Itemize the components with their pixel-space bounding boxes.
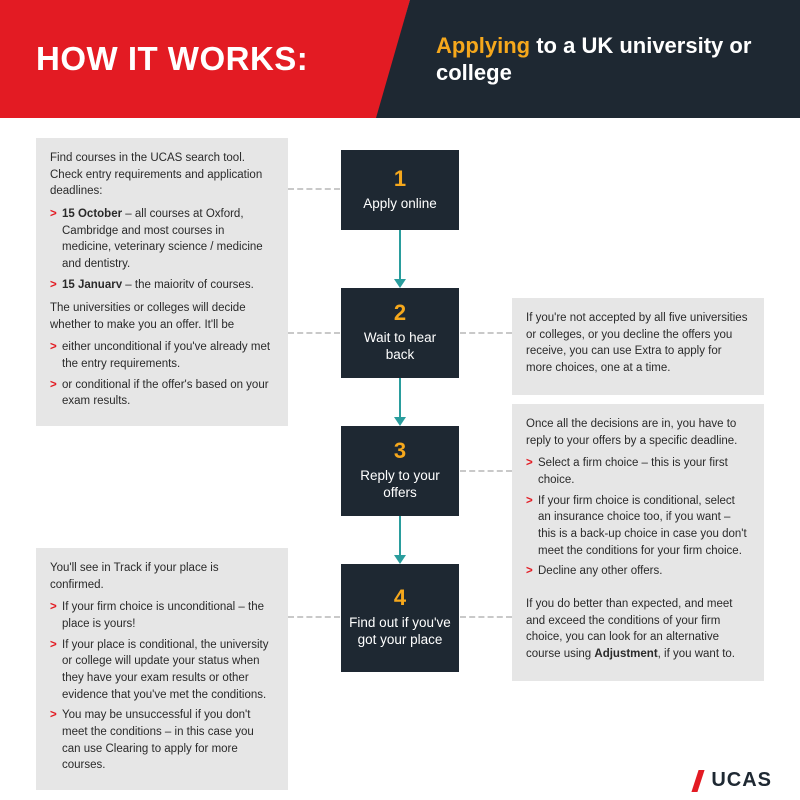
info-step2-left: The universities or colleges will decide…: [36, 288, 288, 426]
step-4-label: Find out if you've got your place: [349, 615, 451, 649]
step-3-num: 3: [394, 438, 406, 464]
info-step3-right: Once all the decisions are in, you have …: [512, 404, 764, 596]
step-1: 1 Apply online: [341, 150, 459, 230]
dash-1-left: [288, 188, 340, 190]
step-4-num: 4: [394, 585, 406, 611]
dash-2-left: [288, 332, 340, 334]
info4r-text: If you do better than expected, and meet…: [526, 596, 750, 663]
dash-2-right: [460, 332, 512, 334]
info4-bullet2: If your place is conditional, the univer…: [50, 637, 274, 704]
info-step4-left: You'll see in Track if your place is con…: [36, 548, 288, 790]
logo-text: UCAS: [711, 769, 772, 792]
step-3-label: Reply to your offers: [349, 468, 451, 502]
header-black-panel: Applying to a UK university or college: [376, 0, 800, 118]
ucas-logo: UCAS: [695, 769, 772, 792]
info2r-text: If you're not accepted by all five unive…: [526, 310, 750, 377]
step-2-num: 2: [394, 300, 406, 326]
info3r-bullet3: Decline any other offers.: [526, 563, 750, 580]
logo-slash-icon: [692, 770, 705, 792]
dash-3-right: [460, 470, 512, 472]
arrow-3-4: [399, 516, 401, 556]
info1-intro: Find courses in the UCAS search tool. Ch…: [50, 150, 274, 200]
info4-intro: You'll see in Track if your place is con…: [50, 560, 274, 593]
dash-4-right: [460, 616, 512, 618]
dash-4-left: [288, 616, 340, 618]
info3r-bullet2: If your firm choice is conditional, sele…: [526, 493, 750, 560]
step-1-num: 1: [394, 166, 406, 192]
info2-bullet1: either unconditional if you've already m…: [50, 339, 274, 372]
header-title: HOW IT WORKS:: [36, 40, 308, 78]
step-2: 2 Wait to hear back: [341, 288, 459, 378]
step-4: 4 Find out if you've got your place: [341, 564, 459, 672]
header: HOW IT WORKS: Applying to a UK universit…: [0, 0, 800, 118]
step-3: 3 Reply to your offers: [341, 426, 459, 516]
info2-bullet2: or conditional if the offer's based on y…: [50, 377, 274, 410]
content: 1 Apply online 2 Wait to hear back 3 Rep…: [0, 118, 800, 758]
info-step1-left: Find courses in the UCAS search tool. Ch…: [36, 138, 288, 309]
info-step2-right: If you're not accepted by all five unive…: [512, 298, 764, 395]
info1-bullet1: 15 October – all courses at Oxford, Camb…: [50, 206, 274, 273]
info3r-bullet1: Select a firm choice – this is your firs…: [526, 455, 750, 488]
step-1-label: Apply online: [363, 196, 437, 213]
info2-intro: The universities or colleges will decide…: [50, 300, 274, 333]
header-subtitle: Applying to a UK university or college: [436, 32, 800, 87]
header-red-panel: HOW IT WORKS:: [0, 0, 410, 118]
arrow-2-3: [399, 378, 401, 418]
info4-bullet1: If your firm choice is unconditional – t…: [50, 599, 274, 632]
info4-bullet3: You may be unsuccessful if you don't mee…: [50, 707, 274, 774]
info-step4-right: If you do better than expected, and meet…: [512, 584, 764, 681]
header-subtitle-accent: Applying: [436, 33, 530, 58]
step-2-label: Wait to hear back: [349, 330, 451, 364]
arrow-1-2: [399, 230, 401, 280]
info3r-intro: Once all the decisions are in, you have …: [526, 416, 750, 449]
